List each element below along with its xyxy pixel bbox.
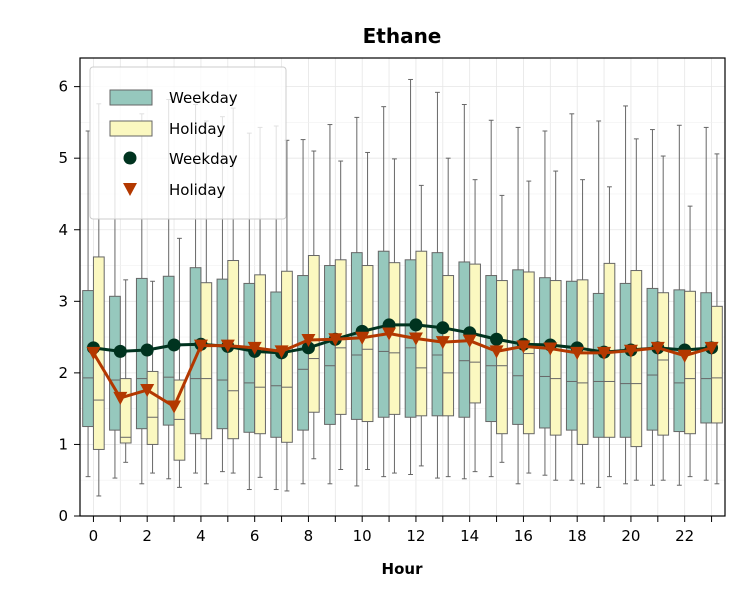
x-tick-label: 6 [250, 527, 260, 545]
holiday-box [657, 292, 670, 436]
weekday-mean-point [167, 338, 181, 352]
legend-marker-holiday-mean [123, 183, 137, 196]
holiday-box [576, 279, 589, 445]
holiday-box [522, 271, 535, 435]
holiday-box [630, 270, 643, 448]
holiday-box [361, 265, 374, 423]
weekday-box [82, 290, 94, 428]
holiday-mean-point [570, 346, 585, 360]
holiday-mean-point [543, 342, 558, 356]
weekday-mean-line [93, 323, 712, 355]
legend-swatch-weekday-box [109, 89, 153, 106]
holiday-mean-point [113, 391, 128, 405]
weekday-box [646, 287, 659, 431]
holiday-mean-point [516, 340, 531, 354]
holiday-mean-point [704, 341, 719, 355]
x-tick-label: 4 [196, 527, 206, 545]
x-tick-label: 0 [89, 527, 99, 545]
x-tick-label: 12 [406, 527, 425, 545]
weekday-mean-point [301, 341, 315, 355]
legend-label: Holiday [169, 120, 226, 138]
weekday-box [592, 292, 605, 438]
holiday-box [388, 262, 401, 415]
weekday-mean-point [140, 343, 154, 357]
y-tick-label: 2 [58, 364, 68, 382]
plot-frame [79, 57, 726, 517]
holiday-box [711, 305, 723, 424]
weekday-mean-point [409, 318, 423, 332]
x-axis-label: Hour [382, 560, 424, 578]
x-tick-label: 20 [621, 527, 640, 545]
holiday-mean-point [301, 333, 316, 347]
x-tick-label: 14 [460, 527, 479, 545]
holiday-mean-point [274, 345, 289, 359]
holiday-mean-point [435, 336, 450, 350]
x-tick-label: 22 [675, 527, 694, 545]
chart-title: Ethane [363, 24, 442, 48]
holiday-mean-point [623, 344, 638, 358]
weekday-box [216, 278, 229, 430]
legend-label: Weekday [169, 89, 238, 107]
weekday-mean-point [490, 332, 504, 346]
weekday-mean-point [113, 344, 127, 358]
y-tick-label: 3 [58, 292, 68, 310]
holiday-mean-point [650, 341, 665, 355]
holiday-mean-point [167, 400, 182, 414]
weekday-box [109, 295, 121, 431]
holiday-mean-point [193, 339, 208, 353]
holiday-mean-point [86, 346, 101, 360]
holiday-box [549, 280, 562, 436]
y-tick-label: 4 [58, 221, 68, 239]
holiday-mean-point [140, 384, 155, 398]
legend-marker-weekday-mean [123, 151, 137, 165]
weekday-box [243, 282, 256, 433]
legend-label: Weekday [169, 150, 238, 168]
x-tick-label: 18 [568, 527, 587, 545]
holiday-mean-point [408, 332, 423, 346]
y-tick-label: 6 [58, 78, 68, 96]
holiday-box [307, 255, 320, 413]
holiday-box [173, 379, 186, 461]
weekday-mean-point [436, 321, 450, 335]
x-tick-label: 8 [304, 527, 314, 545]
holiday-mean-point [597, 346, 612, 360]
mean-lines [86, 318, 719, 414]
holiday-mean-point [247, 341, 262, 355]
holiday-box [146, 370, 159, 445]
holiday-mean-point [328, 333, 343, 347]
holiday-box [684, 290, 696, 435]
holiday-mean-point [382, 327, 397, 341]
holiday-mean-point [462, 334, 477, 348]
holiday-box [496, 280, 508, 435]
x-tick-label: 10 [353, 527, 372, 545]
holiday-box [200, 282, 213, 440]
weekday-box [431, 252, 444, 417]
weekday-box [700, 292, 713, 424]
weekday-box [270, 291, 283, 438]
holiday-mean-line [92, 332, 712, 409]
legend-label: Holiday [169, 181, 226, 199]
y-tick-label: 5 [58, 149, 68, 167]
x-tick-label: 16 [514, 527, 533, 545]
y-tick-label: 0 [58, 507, 68, 525]
x-tick-label: 2 [142, 527, 152, 545]
weekday-box [539, 277, 551, 429]
holiday-mean-point [220, 339, 235, 353]
holiday-mean-point [355, 331, 370, 345]
y-tick-label: 1 [58, 435, 68, 453]
weekday-box [673, 289, 686, 433]
legend: Weekday Holiday Weekday Holiday [89, 66, 287, 220]
weekday-box [619, 282, 632, 438]
holiday-mean-point [677, 349, 692, 363]
holiday-box [119, 378, 132, 444]
holiday-mean-point [489, 345, 504, 359]
legend-swatch-holiday-box [109, 120, 153, 137]
